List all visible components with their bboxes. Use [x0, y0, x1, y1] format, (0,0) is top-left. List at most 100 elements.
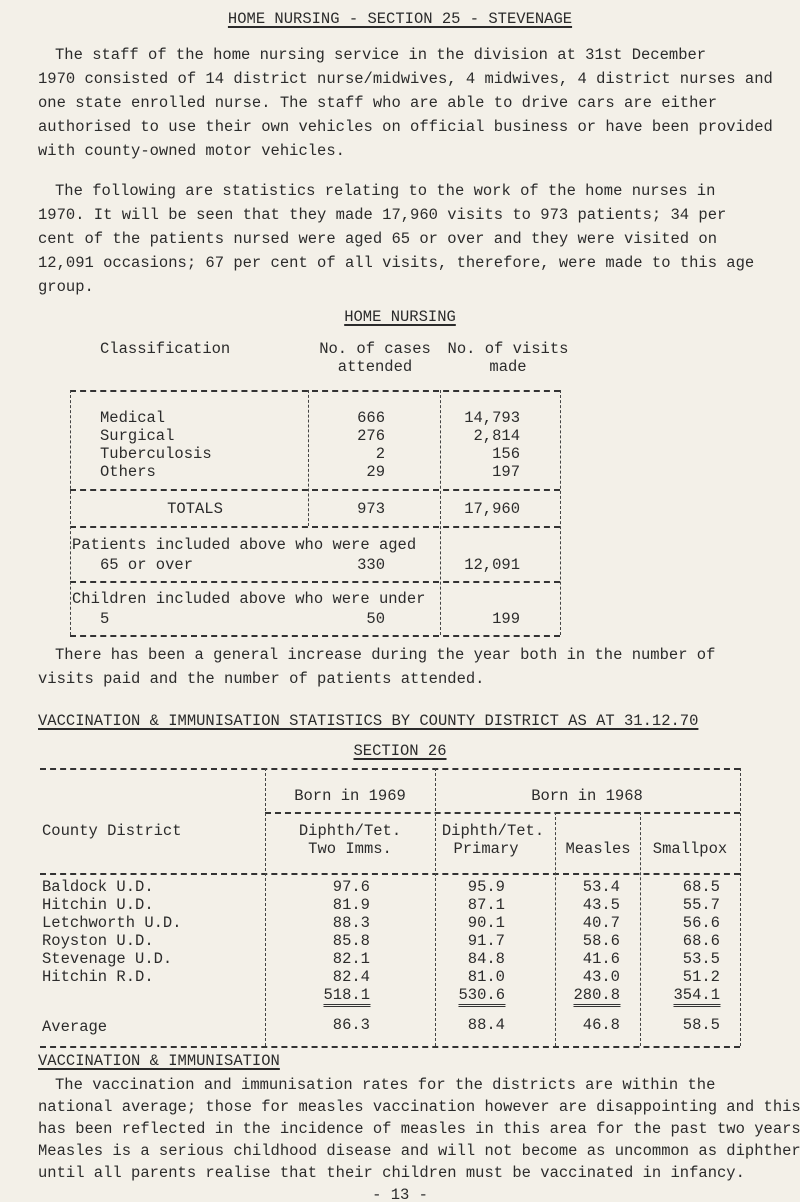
header-dtp-2: Primary [453, 840, 519, 858]
text-line: The vaccination and immunisation rates f… [55, 1076, 716, 1094]
cases-value: 50 [366, 610, 385, 628]
avg-dtp: 88.4 [467, 1016, 505, 1034]
dt2-cell: 97.6 [332, 878, 370, 896]
sum-measles: 280.8 [573, 986, 620, 1007]
dt2-cell: 82.4 [332, 968, 370, 986]
smallpox-cell: 68.5 [682, 878, 720, 896]
dtp-cell: 84.8 [467, 950, 505, 968]
row-label: Surgical [100, 427, 175, 445]
text-line: one state enrolled nurse. The staff who … [38, 94, 718, 112]
visits-value: 12,091 [464, 556, 520, 574]
header-county-district: County District [42, 822, 182, 840]
row-label: TOTALS [167, 500, 223, 518]
visits-value: 197 [492, 463, 520, 481]
header-smallpox: Smallpox [652, 840, 728, 858]
dt2-cell: 85.8 [332, 932, 370, 950]
district-cell: Baldock U.D. [42, 878, 154, 896]
text-line: 12,091 occasions; 67 per cent of all vis… [38, 254, 755, 272]
measles-cell: 58.6 [582, 932, 620, 950]
header-dtp: Diphth/Tet. [441, 822, 545, 840]
smallpox-cell: 68.6 [682, 932, 720, 950]
header-visits: No. of visits [447, 340, 569, 358]
row-label-2: 5 [100, 610, 110, 628]
dtp-cell: 81.0 [467, 968, 505, 986]
table-heading: HOME NURSING [344, 308, 456, 326]
text-line: with county-owned motor vehicles. [38, 142, 345, 160]
cases-value: 330 [357, 556, 385, 574]
smallpox-cell: 53.5 [682, 950, 720, 968]
text-line: has been reflected in the incidence of m… [38, 1120, 800, 1138]
text-line: national average; those for measles vacc… [38, 1098, 800, 1116]
rule [70, 526, 560, 528]
row-label: Tuberculosis [100, 445, 212, 463]
dt2-cell: 82.1 [332, 950, 370, 968]
section-label: SECTION 26 [353, 742, 447, 760]
cases-value: 666 [357, 409, 385, 427]
text-line: The staff of the home nursing service in… [55, 46, 707, 64]
visits-value: 17,960 [464, 500, 520, 518]
header-born-1968: Born in 1968 [531, 787, 643, 805]
header-dt2-2: Two Imms. [308, 840, 392, 858]
page-number: - 13 - [372, 1186, 428, 1202]
dtp-cell: 95.9 [467, 878, 505, 896]
header-cases: No. of cases [319, 340, 431, 358]
header-cases-2: attended [337, 358, 413, 376]
dt2-cell: 88.3 [332, 914, 370, 932]
visits-value: 2,814 [473, 427, 520, 445]
rule [70, 390, 560, 392]
section-heading: VACCINATION & IMMUNISATION [38, 1052, 280, 1070]
page-title: HOME NURSING - SECTION 25 - STEVENAGE [227, 10, 573, 28]
visits-value: 199 [492, 610, 520, 628]
table-heading: VACCINATION & IMMUNISATION STATISTICS BY… [38, 712, 699, 730]
measles-cell: 41.6 [582, 950, 620, 968]
cases-value: 276 [357, 427, 385, 445]
row-label: Average [42, 1018, 108, 1036]
header-classification: Classification [100, 340, 231, 358]
dtp-cell: 87.1 [467, 896, 505, 914]
text-line: until all parents realise that their chi… [38, 1164, 745, 1182]
header-born-1969: Born in 1969 [294, 787, 406, 805]
measles-cell: 43.5 [582, 896, 620, 914]
row-label: Medical [100, 409, 166, 427]
measles-cell: 40.7 [582, 914, 620, 932]
district-cell: Stevenage U.D. [42, 950, 173, 968]
rule [70, 489, 560, 491]
cases-value: 29 [366, 463, 385, 481]
district-cell: Letchworth U.D. [42, 914, 182, 932]
rule [70, 635, 560, 637]
district-cell: Hitchin U.D. [42, 896, 154, 914]
header-measles: Measles [565, 840, 631, 858]
text-line: visits paid and the number of patients a… [38, 670, 485, 688]
measles-cell: 43.0 [582, 968, 620, 986]
avg-measles: 46.8 [582, 1016, 620, 1034]
sum-dt2: 518.1 [323, 986, 370, 1007]
row-label: Patients included above who were aged [72, 536, 417, 554]
row-label-2: 65 or over [100, 556, 194, 574]
smallpox-cell: 56.6 [682, 914, 720, 932]
dtp-cell: 90.1 [467, 914, 505, 932]
text-line: 1970. It will be seen that they made 17,… [38, 206, 727, 224]
avg-smallpox: 58.5 [682, 1016, 720, 1034]
sum-dtp: 530.6 [458, 986, 505, 1007]
cases-value: 2 [375, 445, 385, 463]
text-line: 1970 consisted of 14 district nurse/midw… [38, 70, 773, 88]
text-line: cent of the patients nursed were aged 65… [38, 230, 718, 248]
row-label: Children included above who were under [72, 590, 426, 608]
rule [70, 581, 560, 583]
district-cell: Royston U.D. [42, 932, 154, 950]
text-line: There has been a general increase during… [55, 646, 716, 664]
visits-value: 156 [492, 445, 520, 463]
dt2-cell: 81.9 [332, 896, 370, 914]
smallpox-cell: 55.7 [682, 896, 720, 914]
district-cell: Hitchin R.D. [42, 968, 154, 986]
visits-value: 14,793 [464, 409, 520, 427]
text-line: The following are statistics relating to… [55, 182, 716, 200]
text-line: Measles is a serious childhood disease a… [38, 1142, 800, 1160]
avg-dt2: 86.3 [332, 1016, 370, 1034]
text-line: authorised to use their own vehicles on … [38, 118, 773, 136]
text-line: group. [38, 278, 94, 296]
header-visits-2: made [489, 358, 527, 376]
dtp-cell: 91.7 [467, 932, 505, 950]
smallpox-cell: 51.2 [682, 968, 720, 986]
